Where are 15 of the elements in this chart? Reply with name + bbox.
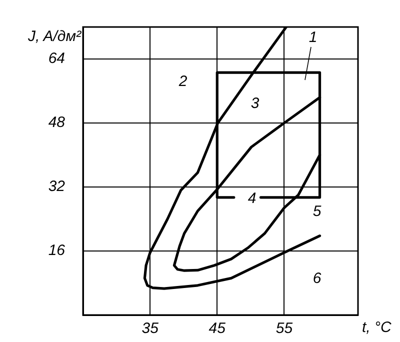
- x-tick-label: 45: [208, 320, 226, 338]
- y-tick-label: 48: [48, 114, 66, 132]
- annotation: 6: [312, 270, 322, 288]
- annotation: 1: [308, 29, 318, 46]
- y-tick-label: 64: [48, 50, 65, 68]
- annotation: 5: [312, 203, 322, 220]
- x-tick-label: 35: [142, 320, 160, 338]
- y-axis-title: J, A/дм²: [26, 28, 82, 46]
- annotation: 4: [248, 190, 256, 208]
- y-tick-label: 32: [48, 178, 66, 196]
- annotation: 2: [178, 73, 188, 90]
- y-tick-label: 16: [48, 242, 66, 260]
- x-tick-label: 55: [276, 320, 294, 338]
- annotation: 3: [250, 95, 260, 112]
- x-axis-title: t, °C: [362, 319, 392, 336]
